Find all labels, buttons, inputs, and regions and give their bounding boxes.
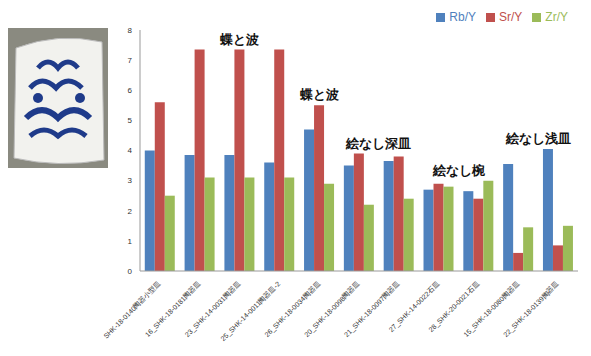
svg-text:SHK-18-0140陶器小型皿: SHK-18-0140陶器小型皿 — [102, 280, 162, 340]
svg-text:23_SHK-14-0031陶器皿: 23_SHK-14-0031陶器皿 — [183, 280, 242, 339]
svg-text:0: 0 — [128, 267, 133, 276]
svg-text:6: 6 — [128, 86, 133, 95]
svg-text:8: 8 — [128, 26, 133, 35]
svg-text:1: 1 — [128, 237, 133, 246]
html-text:Sr/Y: Sr/Y — [499, 10, 523, 24]
svg-text:4: 4 — [128, 146, 133, 155]
html-text:Zr/Y: Zr/Y — [545, 10, 568, 24]
svg-text:28_SHK-20-0021石皿: 28_SHK-20-0021石皿 — [427, 280, 481, 334]
svg-text:絵なし浅皿: 絵なし浅皿 — [505, 131, 571, 146]
svg-text:3: 3 — [128, 176, 133, 185]
svg-text:26_SHK-18-0034陶器皿: 26_SHK-18-0034陶器皿 — [263, 280, 322, 339]
svg-text:蝶と波: 蝶と波 — [219, 32, 260, 47]
svg-text:27_SHK-14-0022石皿: 27_SHK-14-0022石皿 — [387, 280, 441, 334]
svg-text:蝶と波: 蝶と波 — [299, 87, 340, 102]
svg-text:25_SHK-14-0011陶器皿-2: 25_SHK-14-0011陶器皿-2 — [219, 280, 282, 343]
svg-text:絵なし深皿: 絵なし深皿 — [345, 136, 411, 151]
svg-text:22_SHK-18-0139陶器皿: 22_SHK-18-0139陶器皿 — [502, 280, 561, 339]
svg-text:21_SHK-18-0097陶器皿: 21_SHK-18-0097陶器皿 — [342, 280, 401, 339]
svg-text:5: 5 — [128, 116, 133, 125]
svg-text:7: 7 — [128, 56, 133, 65]
svg-text:2: 2 — [128, 207, 133, 216]
svg-text:16_SHK-18-0181陶器皿: 16_SHK-18-0181陶器皿 — [143, 280, 202, 339]
svg-text:絵なし椀: 絵なし椀 — [432, 163, 486, 178]
html-text:Rb/Y: Rb/Y — [449, 10, 476, 24]
svg-text:20_SHK-18-0098陶器皿: 20_SHK-18-0098陶器皿 — [303, 280, 361, 339]
svg-text:15_SHK-18-0080陶器皿: 15_SHK-18-0080陶器皿 — [462, 280, 521, 339]
